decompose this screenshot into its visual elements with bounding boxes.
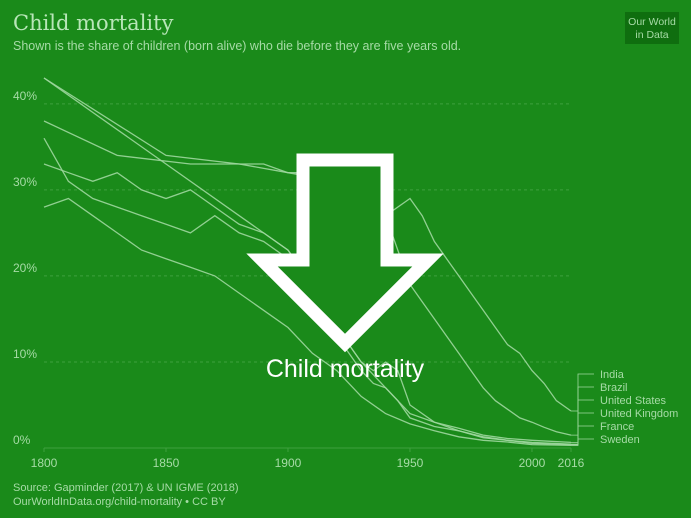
- owid-logo-box[interactable]: [625, 12, 679, 44]
- series-line: [43, 120, 572, 412]
- y-tick-label: 10%: [13, 347, 37, 361]
- series-line: [43, 197, 572, 447]
- x-tick-label: 1900: [275, 456, 302, 470]
- series-label: Sweden: [600, 434, 640, 446]
- series-label: United States: [600, 395, 667, 407]
- series-label: India: [600, 369, 625, 381]
- y-tick-label: 30%: [13, 175, 37, 189]
- x-axis-ticks: 1800 1850 1900 1950 2000 2016: [31, 448, 585, 470]
- y-tick-label: 20%: [13, 261, 37, 275]
- series-label: Brazil: [600, 382, 628, 394]
- series-label-connector: [571, 438, 594, 446]
- x-tick-label: 2016: [558, 456, 585, 470]
- x-tick-label: 2000: [519, 456, 546, 470]
- series-label: United Kingdom: [600, 408, 678, 420]
- y-tick-label: 0%: [13, 433, 31, 447]
- down-arrow-icon: [246, 153, 444, 353]
- chart-url[interactable]: OurWorldInData.org/child-mortality • CC …: [13, 496, 226, 508]
- x-tick-label: 1800: [31, 456, 58, 470]
- y-axis-ticks: 0% 10% 20% 30% 40%: [13, 89, 37, 447]
- series-label-connector: [571, 373, 594, 412]
- series-label-connector: [571, 412, 594, 445]
- overlay-label: Child mortality: [266, 355, 425, 383]
- grid-lines: [44, 103, 571, 449]
- chart-title: Child mortality: [13, 11, 174, 35]
- x-tick-label: 1950: [397, 456, 424, 470]
- series-label-connector: [571, 425, 594, 445]
- series-label-connector: [571, 399, 594, 443]
- owid-logo-line1: Our World: [628, 16, 676, 28]
- x-tick-label: 1850: [153, 456, 180, 470]
- owid-logo[interactable]: Our World in Data: [625, 12, 679, 44]
- series-label: France: [600, 421, 634, 433]
- chart-source: Source: Gapminder (2017) & UN IGME (2018…: [13, 482, 239, 494]
- chart-subtitle: Shown is the share of children (born ali…: [13, 39, 461, 53]
- owid-logo-line2: in Data: [635, 29, 668, 41]
- y-tick-label: 40%: [13, 89, 37, 103]
